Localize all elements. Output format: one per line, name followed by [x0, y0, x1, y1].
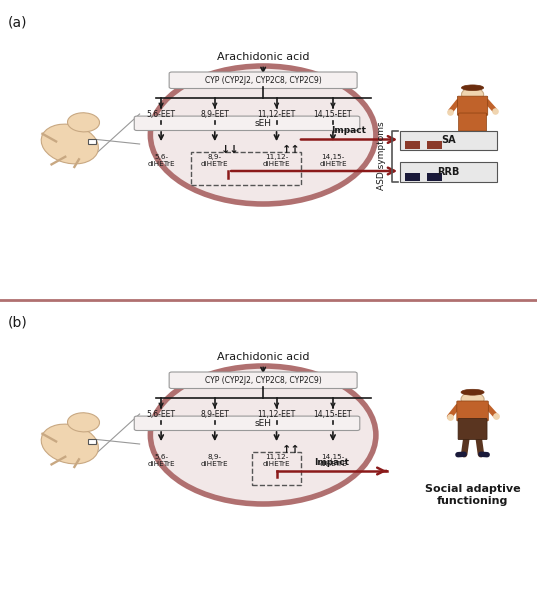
Text: 5,6-EET: 5,6-EET: [147, 410, 176, 419]
Ellipse shape: [150, 366, 376, 504]
Text: 11,12-EET: 11,12-EET: [257, 410, 296, 419]
FancyBboxPatch shape: [458, 96, 488, 115]
Ellipse shape: [150, 66, 376, 204]
Text: ↑↑: ↑↑: [282, 145, 301, 155]
FancyBboxPatch shape: [400, 130, 497, 150]
FancyBboxPatch shape: [134, 416, 360, 431]
Text: 8,9-EET: 8,9-EET: [200, 110, 229, 119]
FancyBboxPatch shape: [459, 113, 487, 131]
Text: 14,15-
diHETrE: 14,15- diHETrE: [319, 454, 347, 467]
Ellipse shape: [68, 413, 99, 432]
FancyBboxPatch shape: [169, 372, 357, 389]
FancyBboxPatch shape: [134, 116, 360, 130]
Text: CYP (CYP2J2, CYP2C8, CYP2C9): CYP (CYP2J2, CYP2C8, CYP2C9): [205, 376, 322, 385]
Text: 5,6-
diHETrE: 5,6- diHETrE: [147, 454, 175, 467]
Ellipse shape: [461, 85, 484, 91]
Text: CYP (CYP2J2, CYP2C8, CYP2C9): CYP (CYP2J2, CYP2C8, CYP2C9): [205, 76, 322, 85]
Text: sEH: sEH: [255, 119, 272, 128]
Text: Social adaptive
functioning: Social adaptive functioning: [425, 484, 520, 506]
Text: ASD symptoms: ASD symptoms: [377, 122, 386, 190]
Text: 5,6-EET: 5,6-EET: [147, 110, 176, 119]
Ellipse shape: [68, 113, 99, 132]
FancyBboxPatch shape: [457, 401, 488, 421]
Bar: [405, 141, 420, 149]
Text: 11,12-EET: 11,12-EET: [257, 110, 296, 119]
FancyBboxPatch shape: [169, 72, 357, 88]
FancyBboxPatch shape: [458, 419, 487, 440]
Text: 5,6-
diHETrE: 5,6- diHETrE: [147, 154, 175, 167]
Text: RRB: RRB: [437, 167, 460, 176]
Text: 8,9-EET: 8,9-EET: [200, 410, 229, 419]
Text: 14,15-EET: 14,15-EET: [314, 110, 352, 119]
Text: Arachidonic acid: Arachidonic acid: [217, 52, 309, 62]
Text: 14,15-EET: 14,15-EET: [314, 410, 352, 419]
Text: ↓↓: ↓↓: [221, 145, 239, 155]
Bar: [405, 173, 420, 181]
Ellipse shape: [41, 424, 98, 464]
Bar: [427, 173, 442, 181]
Bar: [427, 141, 442, 149]
FancyBboxPatch shape: [88, 139, 96, 144]
Text: Impact: Impact: [331, 126, 367, 135]
Text: sEH: sEH: [255, 419, 272, 428]
Text: 11,12-
diHETrE: 11,12- diHETrE: [263, 454, 291, 467]
Text: Impact: Impact: [314, 458, 349, 467]
FancyBboxPatch shape: [400, 162, 497, 181]
Text: (b): (b): [8, 315, 28, 329]
Text: Arachidonic acid: Arachidonic acid: [217, 352, 309, 362]
Text: (a): (a): [8, 15, 27, 29]
Ellipse shape: [41, 124, 98, 164]
Text: 8,9-
diHETrE: 8,9- diHETrE: [201, 454, 229, 467]
Ellipse shape: [461, 392, 484, 406]
Text: 11,12-
diHETrE: 11,12- diHETrE: [263, 154, 291, 167]
Text: SA: SA: [441, 135, 456, 145]
Ellipse shape: [461, 88, 484, 101]
Ellipse shape: [461, 389, 484, 395]
Text: 14,15-
diHETrE: 14,15- diHETrE: [319, 154, 347, 167]
Text: ↑↑: ↑↑: [282, 445, 301, 455]
FancyBboxPatch shape: [88, 439, 96, 444]
Text: 8,9-
diHETrE: 8,9- diHETrE: [201, 154, 229, 167]
